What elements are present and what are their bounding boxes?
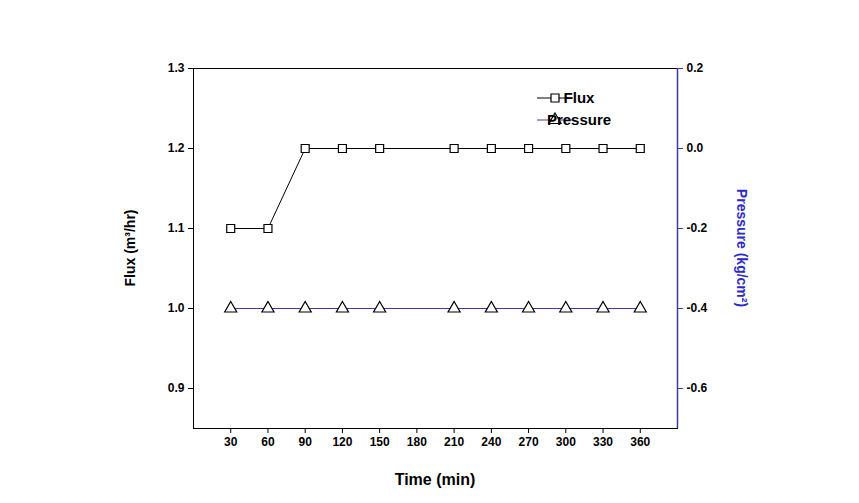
svg-text:30: 30 — [224, 435, 238, 449]
svg-text:90: 90 — [299, 435, 313, 449]
svg-text:300: 300 — [556, 435, 576, 449]
svg-text:60: 60 — [261, 435, 275, 449]
svg-text:1.1: 1.1 — [168, 221, 185, 235]
svg-text:Flux: Flux — [564, 89, 595, 106]
svg-text:-0.2: -0.2 — [687, 221, 708, 235]
svg-text:180: 180 — [407, 435, 427, 449]
svg-text:210: 210 — [444, 435, 464, 449]
svg-text:150: 150 — [370, 435, 390, 449]
svg-text:270: 270 — [519, 435, 539, 449]
svg-text:Pressure (kg/cm²): Pressure (kg/cm²) — [734, 189, 750, 307]
svg-text:360: 360 — [630, 435, 650, 449]
svg-text:120: 120 — [332, 435, 352, 449]
svg-text:1.2: 1.2 — [168, 141, 185, 155]
svg-text:-0.4: -0.4 — [687, 301, 708, 315]
svg-text:Pressure: Pressure — [547, 111, 611, 128]
svg-text:-0.6: -0.6 — [687, 381, 708, 395]
svg-text:0.0: 0.0 — [687, 141, 704, 155]
svg-text:240: 240 — [481, 435, 501, 449]
svg-text:0.9: 0.9 — [168, 381, 185, 395]
svg-text:1.3: 1.3 — [168, 61, 185, 75]
svg-text:1.0: 1.0 — [168, 301, 185, 315]
svg-text:Flux (m³/hr): Flux (m³/hr) — [122, 210, 138, 287]
svg-text:0.2: 0.2 — [687, 61, 704, 75]
svg-text:330: 330 — [593, 435, 613, 449]
svg-text:Time (min): Time (min) — [395, 471, 476, 488]
